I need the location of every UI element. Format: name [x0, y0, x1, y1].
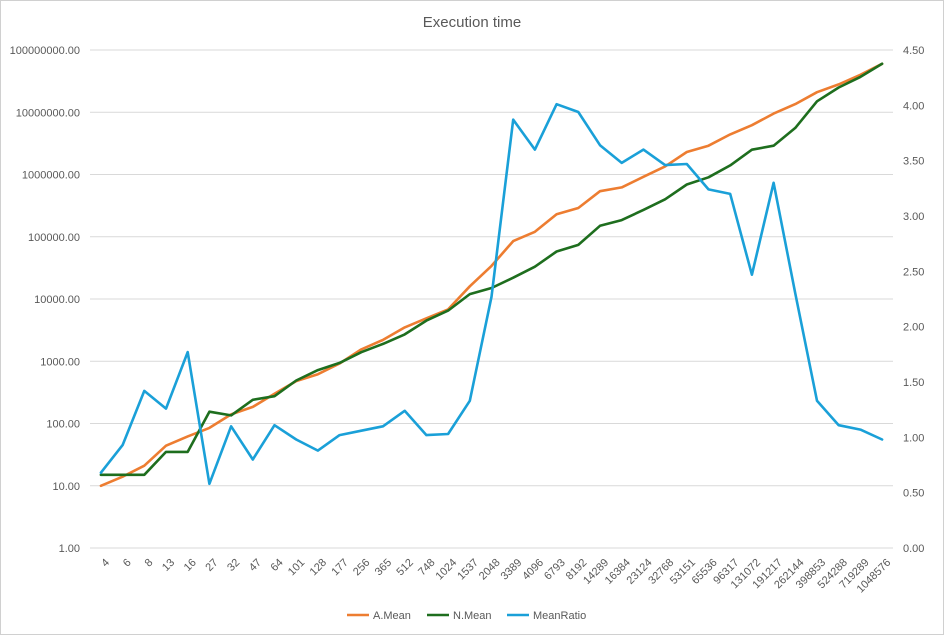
x-tick-label: 32 — [225, 557, 242, 574]
legend-label: N.Mean — [453, 610, 492, 622]
x-tick-label: 128 — [308, 557, 329, 578]
x-tick-label: 101 — [286, 557, 307, 578]
right-tick-label: 2.00 — [903, 322, 924, 334]
x-tick-label: 512 — [394, 557, 415, 578]
left-tick-label: 1000000.00 — [22, 170, 80, 182]
right-tick-label: 4.00 — [903, 100, 924, 112]
left-tick-label: 1000.00 — [40, 356, 80, 368]
x-tick-label: 13 — [160, 557, 177, 574]
x-tick-label: 4 — [99, 557, 112, 570]
x-tick-label: 2048 — [477, 557, 503, 583]
x-tick-label: 6793 — [542, 557, 568, 583]
right-tick-label: 1.50 — [903, 377, 924, 389]
left-tick-label: 10.00 — [52, 481, 80, 493]
x-tick-label: 365 — [373, 557, 394, 578]
left-tick-label: 10000000.00 — [16, 107, 80, 119]
x-tick-label: 4096 — [520, 557, 546, 583]
right-tick-label: 1.00 — [903, 432, 924, 444]
left-tick-label: 100000000.00 — [10, 45, 80, 57]
x-tick-label: 8 — [143, 557, 156, 570]
x-tick-label: 47 — [247, 557, 264, 574]
x-tick-label: 16 — [182, 557, 199, 574]
right-axis: 0.00 0.50 1.00 1.50 2.00 2.50 3.00 3.50 4.00 4.50 — [903, 45, 924, 555]
series-group — [99, 62, 884, 488]
x-axis: 4 6 8 13 16 27 32 47 64 101 128 177 256 365 512 7481024… — [99, 557, 893, 596]
legend-label: MeanRatio — [533, 610, 586, 622]
chart-title: Execution time — [423, 14, 521, 31]
right-tick-label: 3.00 — [903, 211, 924, 223]
right-tick-label: 0.50 — [903, 488, 924, 500]
series-line-n-mean — [99, 62, 884, 477]
x-tick-label: 64 — [269, 557, 286, 574]
legend: A.Mean N.Mean MeanRatio — [347, 610, 586, 622]
x-tick-label: 3389 — [499, 557, 525, 583]
left-tick-label: 100.00 — [46, 419, 80, 431]
right-tick-label: 2.50 — [903, 266, 924, 278]
legend-label: A.Mean — [373, 610, 411, 622]
left-tick-label: 1.00 — [59, 543, 80, 555]
x-tick-label: 177 — [329, 557, 350, 578]
x-tick-label: 1537 — [455, 557, 481, 583]
x-tick-label: 256 — [351, 557, 372, 578]
right-tick-label: 3.50 — [903, 156, 924, 168]
left-tick-label: 10000.00 — [34, 294, 80, 306]
left-tick-label: 100000.00 — [28, 232, 80, 244]
left-axis: 1.00 10.00 100.00 1000.00 10000.00 100000.00 1… — [10, 45, 80, 555]
x-tick-label: 27 — [203, 557, 220, 574]
x-tick-label: 1024 — [434, 557, 460, 583]
series-line-a-mean — [99, 62, 884, 488]
grid — [90, 49, 893, 549]
series-line-meanratio — [99, 102, 884, 486]
right-tick-label: 4.50 — [903, 45, 924, 57]
x-tick-label: 6 — [121, 557, 134, 570]
right-tick-label: 0.00 — [903, 543, 924, 555]
